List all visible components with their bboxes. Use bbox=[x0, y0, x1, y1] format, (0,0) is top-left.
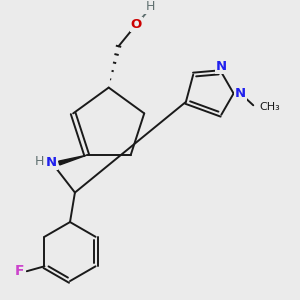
Text: H: H bbox=[35, 154, 44, 168]
Text: O: O bbox=[130, 18, 142, 31]
Text: CH₃: CH₃ bbox=[259, 102, 280, 112]
Text: H: H bbox=[145, 0, 155, 14]
Text: N: N bbox=[235, 87, 246, 100]
Text: N: N bbox=[216, 60, 227, 73]
Text: N: N bbox=[46, 156, 57, 169]
Polygon shape bbox=[59, 155, 87, 165]
Text: F: F bbox=[15, 264, 25, 278]
